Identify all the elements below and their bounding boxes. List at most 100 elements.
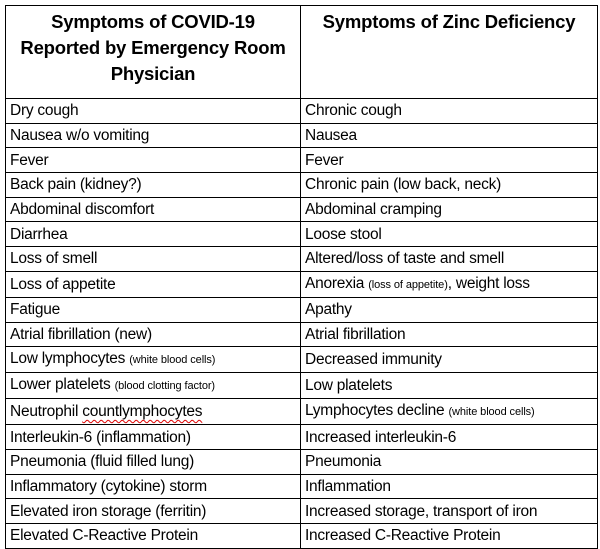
cell-text: Elevated iron storage (ferritin): [10, 502, 207, 520]
cell-text: Diarrhea: [10, 225, 68, 243]
zinc-symptom-cell: Increased interleukin-6: [300, 424, 598, 450]
cell-text: Apathy: [305, 301, 352, 319]
cell-text: Back pain (kidney?): [10, 176, 142, 194]
cell-text: Chronic pain (low back, neck): [305, 176, 502, 194]
covid-symptom-cell: Low lymphocytes (white blood cells): [5, 346, 301, 374]
cell-text: Increased interleukin-6: [305, 428, 457, 446]
cell-text: Fatigue: [10, 301, 60, 319]
covid-symptom-cell: Elevated iron storage (ferritin): [5, 498, 301, 524]
zinc-symptom-cell: Lymphocytes decline (white blood cells): [300, 398, 598, 426]
cell-text: Pneumonia: [305, 453, 382, 471]
zinc-symptom-cell: Anorexia (loss of appetite), weight loss: [300, 270, 598, 298]
table-row: Lower platelets (blood clotting factor) L…: [5, 372, 598, 400]
cell-text: Interleukin-6 (inflammation): [10, 428, 191, 446]
zinc-symptom-cell: Atrial fibrillation: [300, 321, 598, 348]
covid-symptom-cell: Abdominal discomfort: [5, 196, 301, 223]
zinc-symptom-cell: Increased C-Reactive Protein: [300, 522, 598, 549]
cell-text: Loose stool: [305, 225, 382, 243]
table-row: Fever Fever: [5, 147, 598, 174]
table-row: Loss of smell Altered/loss of taste and s…: [5, 246, 598, 272]
zinc-symptom-cell: Abdominal cramping: [300, 196, 598, 223]
cell-note: (loss of appetite): [368, 278, 448, 291]
covid-symptom-cell: Fatigue: [5, 296, 301, 323]
cell-text: , weight loss: [447, 274, 530, 292]
covid-symptom-cell: Elevated C-Reactive Protein: [5, 522, 301, 549]
cell-text: Lymphocytes decline: [305, 402, 449, 420]
covid-symptom-cell: Back pain (kidney?): [5, 172, 301, 198]
table-row: Loss of appetite Anorexia (loss of appeti…: [5, 270, 598, 298]
zinc-symptom-cell: Chronic pain (low back, neck): [300, 172, 598, 198]
table-row: Back pain (kidney?) Chronic pain (low bac…: [5, 172, 598, 198]
covid-symptom-cell: Diarrhea: [5, 221, 301, 248]
cell-text: Fever: [305, 151, 344, 169]
cell-text: Loss of smell: [10, 250, 98, 268]
header-row: Symptoms of COVID-19 Reported by Emergen…: [5, 5, 598, 99]
table-row: Elevated C-Reactive Protein Increased C-R…: [5, 522, 598, 549]
table-row: Low lymphocytes (white blood cells) Decre…: [5, 346, 598, 374]
misspelled-text: countlymphocytes: [82, 403, 203, 421]
table-row: Neutrophil countlymphocytes Lymphocytes d…: [5, 398, 598, 426]
zinc-symptom-cell: Loose stool: [300, 221, 598, 248]
table-row: Pneumonia (fluid filled lung) Pneumonia: [5, 448, 598, 475]
zinc-symptom-cell: Pneumonia: [300, 448, 598, 475]
cell-note: (white blood cells): [129, 354, 216, 367]
zinc-symptom-cell: Low platelets: [300, 372, 598, 400]
zinc-symptom-cell: Decreased immunity: [300, 346, 598, 374]
cell-text: Pneumonia (fluid filled lung): [10, 453, 195, 471]
table-row: Elevated iron storage (ferritin) Increase…: [5, 498, 598, 524]
cell-text: Low platelets: [305, 377, 393, 395]
table-row: Nausea w/o vomiting Nausea: [5, 122, 598, 149]
cell-text: Decreased immunity: [305, 351, 442, 369]
header-zinc-deficiency: Symptoms of Zinc Deficiency: [300, 5, 598, 99]
zinc-symptom-cell: Chronic cough: [300, 98, 598, 124]
table-row: Atrial fibrillation (new) Atrial fibrilla…: [5, 321, 598, 348]
covid-symptom-cell: Lower platelets (blood clotting factor): [5, 372, 301, 400]
covid-symptom-cell: Loss of appetite: [5, 270, 301, 298]
covid-symptom-cell: Dry cough: [5, 98, 301, 124]
cell-text: Atrial fibrillation (new): [10, 325, 152, 343]
header-covid-symptoms: Symptoms of COVID-19 Reported by Emergen…: [5, 5, 301, 99]
covid-symptom-cell: Pneumonia (fluid filled lung): [5, 448, 301, 475]
covid-symptom-cell: Neutrophil countlymphocytes: [5, 398, 301, 426]
covid-symptom-cell: Fever: [5, 147, 301, 174]
covid-symptom-cell: Atrial fibrillation (new): [5, 321, 301, 348]
cell-text: Fever: [10, 151, 49, 169]
covid-symptom-cell: Interleukin-6 (inflammation): [5, 424, 301, 450]
covid-symptom-cell: Nausea w/o vomiting: [5, 122, 301, 149]
cell-text: Inflammatory (cytokine) storm: [10, 477, 207, 495]
covid-symptom-cell: Loss of smell: [5, 246, 301, 272]
cell-text: Altered/loss of taste and smell: [305, 250, 505, 268]
table-row: Diarrhea Loose stool: [5, 221, 598, 248]
table-row: Dry cough Chronic cough: [5, 98, 598, 124]
cell-text: Neutrophil: [10, 403, 83, 421]
cell-text: Nausea w/o vomiting: [10, 127, 150, 145]
cell-text: Low lymphocytes: [10, 350, 130, 368]
table-row: Fatigue Apathy: [5, 296, 598, 323]
cell-note: (white blood cells): [448, 406, 535, 419]
cell-text: Anorexia: [305, 274, 369, 292]
table-row: Interleukin-6 (inflammation) Increased in…: [5, 424, 598, 450]
zinc-symptom-cell: Altered/loss of taste and smell: [300, 246, 598, 272]
cell-text: Increased storage, transport of iron: [305, 502, 538, 520]
cell-text: Lower platelets: [10, 376, 115, 394]
cell-text: Loss of appetite: [10, 275, 116, 293]
covid-symptom-cell: Inflammatory (cytokine) storm: [5, 473, 301, 500]
zinc-symptom-cell: Apathy: [300, 296, 598, 323]
cell-text: Nausea: [305, 127, 357, 145]
cell-text: Elevated C-Reactive Protein: [10, 527, 198, 545]
cell-text: Chronic cough: [305, 102, 402, 120]
cell-text: Atrial fibrillation: [305, 325, 406, 343]
cell-text: Increased C-Reactive Protein: [305, 527, 501, 545]
table-row: Abdominal discomfort Abdominal cramping: [5, 196, 598, 223]
cell-text: Inflammation: [305, 477, 391, 495]
cell-text: Abdominal cramping: [305, 201, 442, 219]
zinc-symptom-cell: Inflammation: [300, 473, 598, 500]
cell-text: Dry cough: [10, 102, 79, 120]
cell-note: (blood clotting factor): [114, 380, 216, 393]
symptoms-comparison-table: Symptoms of COVID-19 Reported by Emergen…: [5, 5, 598, 549]
zinc-symptom-cell: Fever: [300, 147, 598, 174]
table-row: Inflammatory (cytokine) storm Inflammatio…: [5, 473, 598, 500]
zinc-symptom-cell: Increased storage, transport of iron: [300, 498, 598, 524]
zinc-symptom-cell: Nausea: [300, 122, 598, 149]
cell-text: Abdominal discomfort: [10, 201, 155, 219]
